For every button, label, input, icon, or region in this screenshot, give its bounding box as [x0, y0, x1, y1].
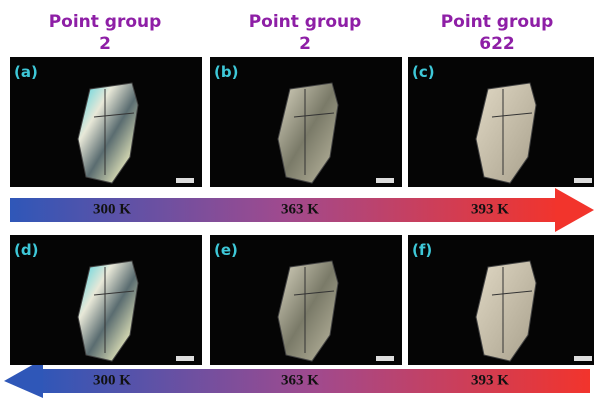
header-title: Point group	[441, 12, 554, 32]
scale-bar	[376, 356, 394, 361]
panel-label: (e)	[214, 241, 238, 259]
panel-label: (a)	[14, 63, 38, 81]
header-value: 2	[99, 34, 111, 54]
panel-label: (b)	[214, 63, 238, 81]
scale-bar	[376, 178, 394, 183]
temperature-label: 363 K	[281, 372, 319, 388]
scale-bar	[176, 178, 194, 183]
scale-bar	[176, 356, 194, 361]
temperature-label: 393 K	[471, 201, 509, 217]
temperature-label: 393 K	[471, 372, 509, 388]
scale-bar	[574, 356, 592, 361]
panel-label: (f)	[412, 241, 432, 259]
figure: Point group2Point group2Point group622(a…	[0, 0, 594, 398]
panel-label: (c)	[412, 63, 435, 81]
scale-bar	[574, 178, 592, 183]
header-value: 622	[479, 34, 515, 54]
temperature-label: 300 K	[93, 201, 131, 217]
temperature-label: 300 K	[93, 372, 131, 388]
arrow-head	[555, 188, 594, 232]
header-title: Point group	[49, 12, 162, 32]
panel-label: (d)	[14, 241, 38, 259]
header-value: 2	[299, 34, 311, 54]
temperature-label: 363 K	[281, 201, 319, 217]
header-title: Point group	[249, 12, 362, 32]
